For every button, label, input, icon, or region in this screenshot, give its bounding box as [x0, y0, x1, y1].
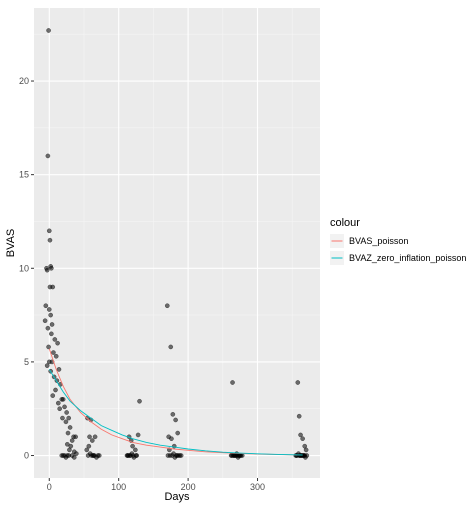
- data-point: [90, 438, 95, 443]
- data-point: [59, 453, 65, 458]
- data-point: [137, 398, 142, 404]
- data-point: [53, 353, 59, 359]
- data-point: [86, 443, 92, 449]
- data-point: [47, 237, 53, 243]
- points-layer: [42, 28, 310, 460]
- data-point: [47, 284, 53, 290]
- legend: colour BVAS_poisson BVAZ_zero_inflation_p…: [330, 217, 466, 265]
- data-point: [164, 303, 170, 309]
- data-point: [232, 453, 237, 458]
- data-point: [168, 344, 174, 350]
- data-point: [170, 412, 176, 417]
- x-tick-label: 0: [47, 482, 52, 492]
- data-point: [42, 318, 48, 324]
- y-tick-label: 5: [24, 357, 29, 367]
- series-lines-layer: [48, 348, 303, 456]
- data-point: [65, 453, 70, 458]
- data-point: [44, 267, 50, 273]
- data-point: [46, 28, 51, 33]
- y-tick-label: 20: [19, 76, 29, 86]
- legend-entry-label: BVAZ_zero_inflation_poisson: [349, 253, 466, 263]
- data-point: [63, 419, 69, 425]
- data-point: [302, 453, 308, 458]
- data-point: [56, 367, 62, 372]
- legend-title: colour: [330, 217, 360, 229]
- data-point: [64, 410, 69, 415]
- x-axis-label: Days: [164, 491, 190, 503]
- data-point: [133, 447, 138, 453]
- data-point: [173, 417, 178, 423]
- data-point: [300, 436, 305, 441]
- y-tick-label: 10: [19, 263, 29, 273]
- data-point: [303, 447, 309, 453]
- grid-minor: [34, 8, 320, 478]
- data-point: [125, 453, 131, 458]
- legend-entry-label: BVAS_poisson: [349, 236, 408, 246]
- data-point: [74, 451, 79, 456]
- legend-entries: BVAS_poisson BVAZ_zero_inflation_poisson: [330, 234, 466, 265]
- data-point: [84, 447, 90, 453]
- data-point: [51, 350, 56, 355]
- data-point: [66, 415, 72, 421]
- data-point: [49, 322, 55, 327]
- data-point: [85, 453, 91, 458]
- data-point: [133, 453, 139, 458]
- data-point: [62, 404, 67, 410]
- data-point: [96, 453, 102, 458]
- data-point: [57, 406, 62, 412]
- data-point: [178, 453, 184, 458]
- data-point: [60, 397, 66, 402]
- data-point: [45, 153, 51, 159]
- data-point: [67, 425, 73, 430]
- data-point: [130, 443, 135, 449]
- data-point: [296, 413, 302, 419]
- data-point: [65, 441, 70, 447]
- data-point: [43, 303, 49, 309]
- y-tick-label: 0: [24, 451, 29, 461]
- data-point: [48, 264, 53, 269]
- data-point: [298, 453, 303, 458]
- data-point: [52, 337, 58, 342]
- data-point: [238, 453, 244, 458]
- data-point: [67, 447, 72, 453]
- x-tick-label: 200: [181, 482, 196, 492]
- data-point: [175, 430, 180, 436]
- data-point: [71, 455, 77, 460]
- data-point: [50, 393, 56, 398]
- series-line-1: [48, 369, 303, 456]
- axis-ticks: 0 100 200 300 0 5 10 15 20: [19, 76, 265, 492]
- data-point: [48, 312, 53, 318]
- data-point: [55, 340, 60, 346]
- data-point: [295, 380, 301, 385]
- plot-panel: [34, 8, 320, 478]
- data-point: [135, 432, 141, 438]
- data-point: [46, 359, 52, 365]
- data-point: [91, 453, 96, 458]
- data-point: [230, 380, 235, 385]
- y-axis-label: BVAS: [5, 229, 17, 258]
- data-point: [46, 228, 52, 234]
- data-point: [87, 434, 92, 440]
- data-point: [65, 430, 71, 436]
- x-tick-label: 300: [250, 482, 265, 492]
- data-point: [69, 438, 75, 443]
- data-point: [92, 434, 98, 440]
- data-point: [165, 453, 171, 458]
- data-point: [298, 432, 303, 438]
- data-point: [169, 453, 175, 458]
- data-point: [55, 400, 61, 406]
- data-point: [49, 331, 54, 337]
- data-point: [169, 436, 174, 441]
- data-point: [60, 415, 65, 421]
- data-point: [46, 344, 51, 350]
- data-point: [44, 363, 50, 368]
- y-tick-label: 15: [19, 170, 29, 180]
- data-point: [53, 387, 58, 393]
- data-point: [46, 307, 52, 312]
- data-point: [73, 434, 78, 440]
- data-point: [45, 325, 51, 331]
- x-tick-label: 100: [111, 482, 126, 492]
